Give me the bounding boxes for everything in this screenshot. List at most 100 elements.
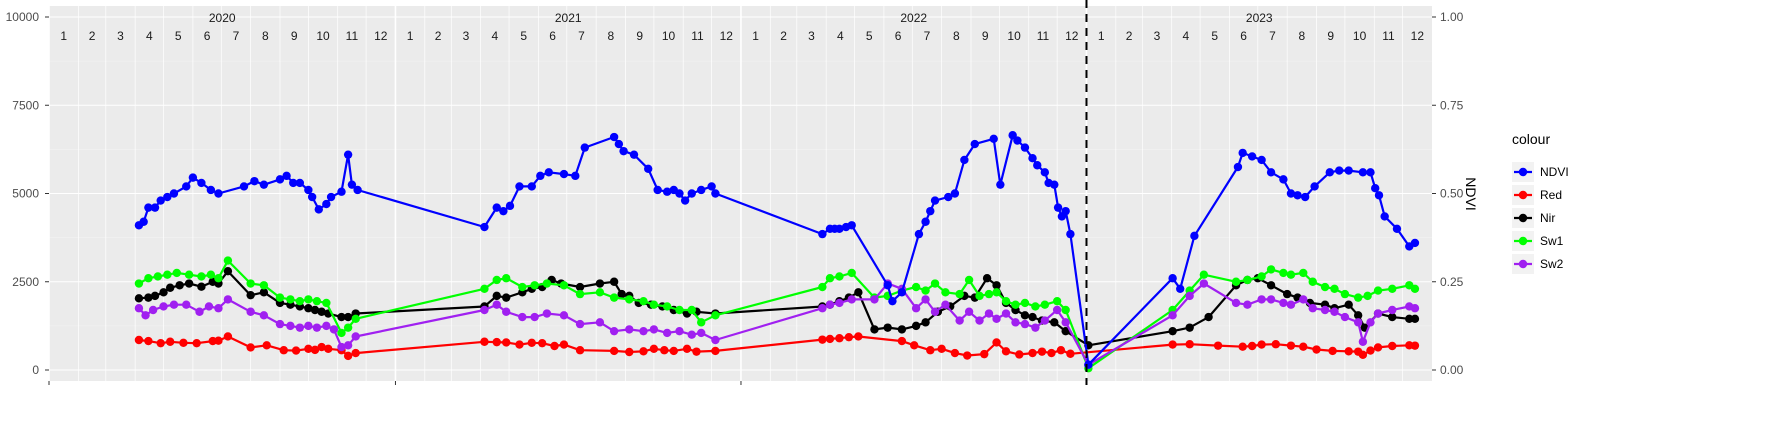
legend-key-point xyxy=(1518,236,1528,246)
data-point-sw2 xyxy=(675,326,684,336)
legend-title: colour xyxy=(1512,131,1550,147)
series-sw1 xyxy=(134,256,1420,373)
month-label: 6 xyxy=(549,29,556,43)
data-point-sw2 xyxy=(870,295,879,304)
data-point-sw1 xyxy=(1320,282,1330,292)
data-point-ndvi xyxy=(571,171,580,181)
data-point-ndvi xyxy=(182,182,191,191)
data-point-sw1 xyxy=(1231,277,1241,286)
data-point-sw1 xyxy=(930,279,940,288)
data-point-ndvi xyxy=(662,187,672,196)
data-point-ndvi xyxy=(921,217,930,226)
data-point-sw2 xyxy=(984,309,994,318)
data-point-ndvi xyxy=(163,192,172,202)
month-label: 7 xyxy=(1269,29,1276,43)
data-point-ndvi xyxy=(680,196,690,205)
data-point-ndvi xyxy=(888,296,897,306)
series-layer xyxy=(134,131,1420,373)
data-point-red xyxy=(854,332,863,341)
data-point-sw2 xyxy=(223,295,233,304)
data-point-sw2 xyxy=(559,311,569,320)
data-point-sw2 xyxy=(911,304,921,313)
data-point-ndvi xyxy=(492,203,501,212)
y2-tick-label: 0.25 xyxy=(1440,275,1464,289)
data-point-ndvi xyxy=(1028,154,1037,163)
data-point-nir xyxy=(883,323,892,332)
data-point-nir xyxy=(921,318,930,327)
data-point-ndvi xyxy=(950,189,960,198)
month-label: 7 xyxy=(578,29,585,43)
data-point-nir xyxy=(304,304,313,313)
data-point-ndvi xyxy=(289,178,298,188)
data-point-red xyxy=(291,346,301,355)
data-point-sw1 xyxy=(1052,296,1062,306)
data-point-sw1 xyxy=(1299,268,1308,278)
data-point-sw2 xyxy=(992,314,1001,324)
month-label: 9 xyxy=(291,29,298,43)
data-point-sw1 xyxy=(286,295,295,304)
legend-key-point xyxy=(1518,259,1528,269)
data-point-sw2 xyxy=(286,321,295,331)
data-point-sw1 xyxy=(975,291,984,301)
data-point-ndvi xyxy=(609,132,619,142)
data-point-sw2 xyxy=(1373,309,1383,318)
data-point-ndvi xyxy=(169,189,179,198)
month-label: 6 xyxy=(895,29,902,43)
data-point-sw2 xyxy=(697,328,706,338)
data-point-red xyxy=(343,351,353,361)
data-point-ndvi xyxy=(1033,161,1042,170)
legend-item: Red xyxy=(1512,185,1562,205)
data-point-ndvi xyxy=(197,178,206,188)
month-label: 11 xyxy=(346,29,359,43)
data-point-ndvi xyxy=(1013,136,1022,145)
data-point-red xyxy=(1238,342,1247,351)
month-label: 11 xyxy=(1382,29,1395,43)
y2-axis-title: NDVI xyxy=(1463,177,1479,210)
data-point-sw2 xyxy=(595,318,605,327)
month-label: 10 xyxy=(316,29,330,43)
data-point-ndvi xyxy=(314,205,323,214)
month-label: 11 xyxy=(1037,29,1050,43)
data-point-nir xyxy=(223,266,233,276)
data-point-sw2 xyxy=(1366,318,1375,327)
data-point-red xyxy=(1328,346,1337,356)
month-label: 3 xyxy=(808,29,815,43)
data-point-red xyxy=(1299,342,1308,351)
data-point-sw1 xyxy=(595,288,605,297)
data-point-sw2 xyxy=(214,304,223,313)
data-point-sw2 xyxy=(1257,295,1266,304)
data-point-sw1 xyxy=(163,270,172,279)
month-label: 8 xyxy=(607,29,614,43)
data-point-red xyxy=(480,337,489,346)
data-point-sw1 xyxy=(1330,284,1339,294)
data-point-red xyxy=(1213,341,1223,350)
data-point-red xyxy=(825,334,835,344)
data-point-red xyxy=(926,346,935,355)
legend-label: NDVI xyxy=(1540,165,1569,179)
data-point-ndvi xyxy=(188,173,198,182)
data-point-ndvi xyxy=(307,192,317,202)
data-point-sw1 xyxy=(847,268,856,278)
data-point-sw1 xyxy=(1061,305,1070,315)
data-point-sw2 xyxy=(941,300,950,309)
data-point-sw1 xyxy=(1040,300,1050,309)
data-point-ndvi xyxy=(930,196,940,205)
data-point-sw1 xyxy=(1410,284,1420,294)
month-label: 9 xyxy=(982,29,989,43)
data-point-ndvi xyxy=(282,171,291,181)
data-point-sw2 xyxy=(1061,318,1070,327)
data-point-ndvi xyxy=(1257,155,1266,165)
data-point-sw1 xyxy=(1243,275,1252,285)
data-point-nir xyxy=(1388,312,1397,322)
data-point-sw1 xyxy=(662,302,672,311)
data-point-nir xyxy=(502,293,511,302)
data-point-red xyxy=(492,337,501,347)
data-point-ndvi xyxy=(544,168,554,177)
data-point-red xyxy=(279,346,288,355)
data-point-sw2 xyxy=(930,307,940,316)
data-point-nir xyxy=(259,288,269,297)
data-point-sw2 xyxy=(312,323,322,332)
data-point-nir xyxy=(595,279,605,288)
y-tick-label: 2500 xyxy=(12,275,39,289)
